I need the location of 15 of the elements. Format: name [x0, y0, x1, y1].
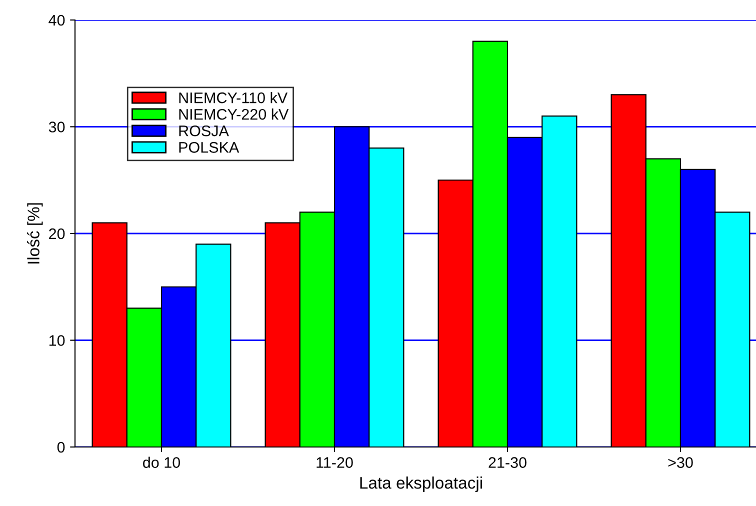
y-tick-label: 40 [48, 14, 65, 26]
legend-label: NIEMCY-110 kV [179, 92, 288, 104]
y-tick-label: 30 [48, 122, 65, 132]
y-tick-label: 10 [49, 335, 65, 346]
x-tick-label: 11-20 [316, 457, 353, 468]
x-tick-label: do 10 [143, 456, 180, 468]
legend-label: POLSKA [179, 142, 240, 153]
y-tick-label: 20 [49, 228, 65, 240]
y-axis-title: Ilość [%] [27, 203, 43, 264]
legend-label: NIEMCY-220 kV [179, 108, 289, 120]
x-tick-label: >30 [668, 457, 693, 468]
y-tick-label: 0 [57, 442, 65, 453]
legend-label: ROSJA [179, 125, 229, 136]
x-tick-label: 21-30 [488, 457, 526, 468]
x-axis-title: Lata eksploatacji [360, 476, 482, 492]
